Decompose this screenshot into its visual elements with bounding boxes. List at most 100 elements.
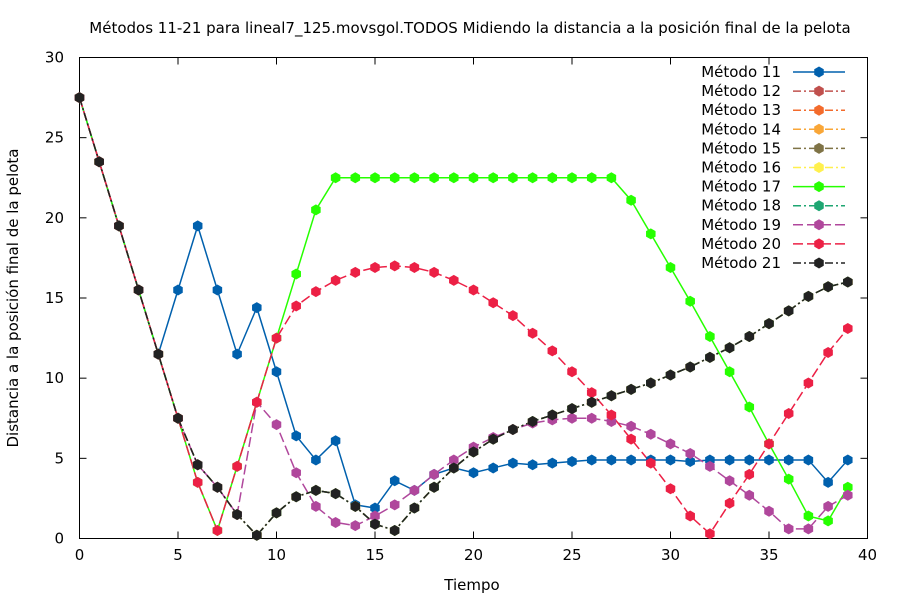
data-point — [744, 489, 755, 501]
data-point — [389, 172, 400, 184]
data-point — [252, 396, 262, 408]
data-point — [685, 510, 695, 522]
data-point — [74, 92, 85, 104]
data-point — [744, 468, 755, 480]
data-point — [646, 228, 656, 240]
legend-label: Método 16 — [701, 159, 781, 177]
data-point — [330, 488, 341, 500]
data-point — [724, 454, 735, 466]
data-point — [823, 281, 833, 293]
data-point — [547, 457, 558, 469]
legend-label: Método 15 — [701, 139, 781, 157]
data-point — [843, 276, 853, 288]
chart-title: Métodos 11-21 para lineal7_125.movsgol.T… — [89, 19, 850, 38]
data-point — [665, 438, 676, 450]
data-point — [685, 361, 695, 373]
data-point — [409, 262, 420, 274]
series-lines — [78, 97, 849, 537]
y-tick-label: 20 — [45, 209, 64, 227]
y-tick-label: 25 — [45, 129, 64, 147]
data-point — [783, 454, 794, 466]
legend-label: Método 21 — [701, 254, 781, 272]
data-point — [449, 172, 459, 184]
data-point — [468, 446, 479, 458]
data-point — [803, 290, 814, 302]
data-point — [232, 348, 242, 360]
data-point — [508, 310, 518, 322]
y-tick-label: 15 — [45, 289, 64, 307]
data-point — [586, 396, 597, 408]
data-point — [665, 483, 676, 495]
legend-swatch-marker — [814, 123, 824, 135]
series-points — [74, 92, 853, 541]
data-point — [212, 524, 223, 536]
data-point — [429, 266, 439, 278]
legend-swatch-marker — [814, 181, 824, 193]
data-point — [823, 347, 833, 359]
data-point — [764, 505, 774, 517]
data-point — [626, 420, 636, 432]
data-point — [389, 524, 400, 536]
y-tick-label: 0 — [54, 530, 64, 548]
data-point — [153, 348, 164, 360]
data-point — [606, 390, 617, 402]
data-point — [803, 523, 814, 535]
data-point — [271, 507, 282, 519]
data-point — [646, 457, 656, 469]
data-point — [606, 409, 617, 421]
legend-swatch-marker — [814, 104, 824, 116]
data-point — [330, 516, 341, 528]
data-point — [783, 523, 794, 535]
data-point — [429, 481, 439, 493]
legend-swatch-marker — [814, 257, 824, 269]
data-point — [527, 459, 538, 471]
legend-swatch-marker — [814, 85, 824, 97]
data-point — [370, 172, 380, 184]
data-point — [547, 345, 558, 357]
data-point — [173, 412, 183, 424]
data-point — [803, 454, 814, 466]
data-point — [291, 430, 301, 442]
data-point — [330, 435, 341, 447]
data-point — [429, 468, 439, 480]
data-point — [843, 489, 853, 501]
data-point — [370, 518, 380, 530]
data-point — [626, 454, 636, 466]
data-point — [389, 260, 400, 272]
data-point — [488, 433, 498, 445]
data-point — [685, 295, 695, 307]
legend-label: Método 17 — [701, 178, 781, 196]
x-tick-label: 5 — [173, 546, 183, 564]
legend-label: Método 18 — [701, 197, 781, 215]
series-line — [78, 97, 849, 509]
data-point — [744, 401, 755, 413]
x-tick-label: 40 — [858, 546, 877, 564]
axis-ticks: 0 5 10 15 20 25 30 35 40 0 5 10 15 20 25 30 — [45, 49, 877, 565]
data-point — [783, 407, 794, 419]
legend-label: Método 19 — [701, 216, 781, 234]
data-point — [803, 377, 814, 389]
data-point — [192, 476, 203, 488]
data-point — [252, 529, 262, 541]
data-point — [350, 172, 361, 184]
data-point — [547, 172, 558, 184]
data-point — [586, 172, 597, 184]
y-tick-label: 5 — [54, 449, 64, 467]
data-point — [291, 300, 301, 312]
data-point — [291, 467, 301, 479]
data-point — [370, 502, 380, 514]
data-point — [567, 456, 577, 468]
data-point — [724, 475, 735, 487]
legend-swatch-marker — [814, 200, 824, 212]
data-point — [764, 318, 774, 330]
data-point — [646, 428, 656, 440]
data-point — [626, 194, 636, 206]
data-point — [330, 274, 341, 286]
data-point — [350, 266, 361, 278]
data-point — [586, 454, 597, 466]
data-point — [488, 172, 498, 184]
data-point — [350, 520, 361, 532]
data-point — [764, 454, 774, 466]
legend-label: Método 14 — [701, 120, 781, 138]
data-point — [567, 172, 577, 184]
